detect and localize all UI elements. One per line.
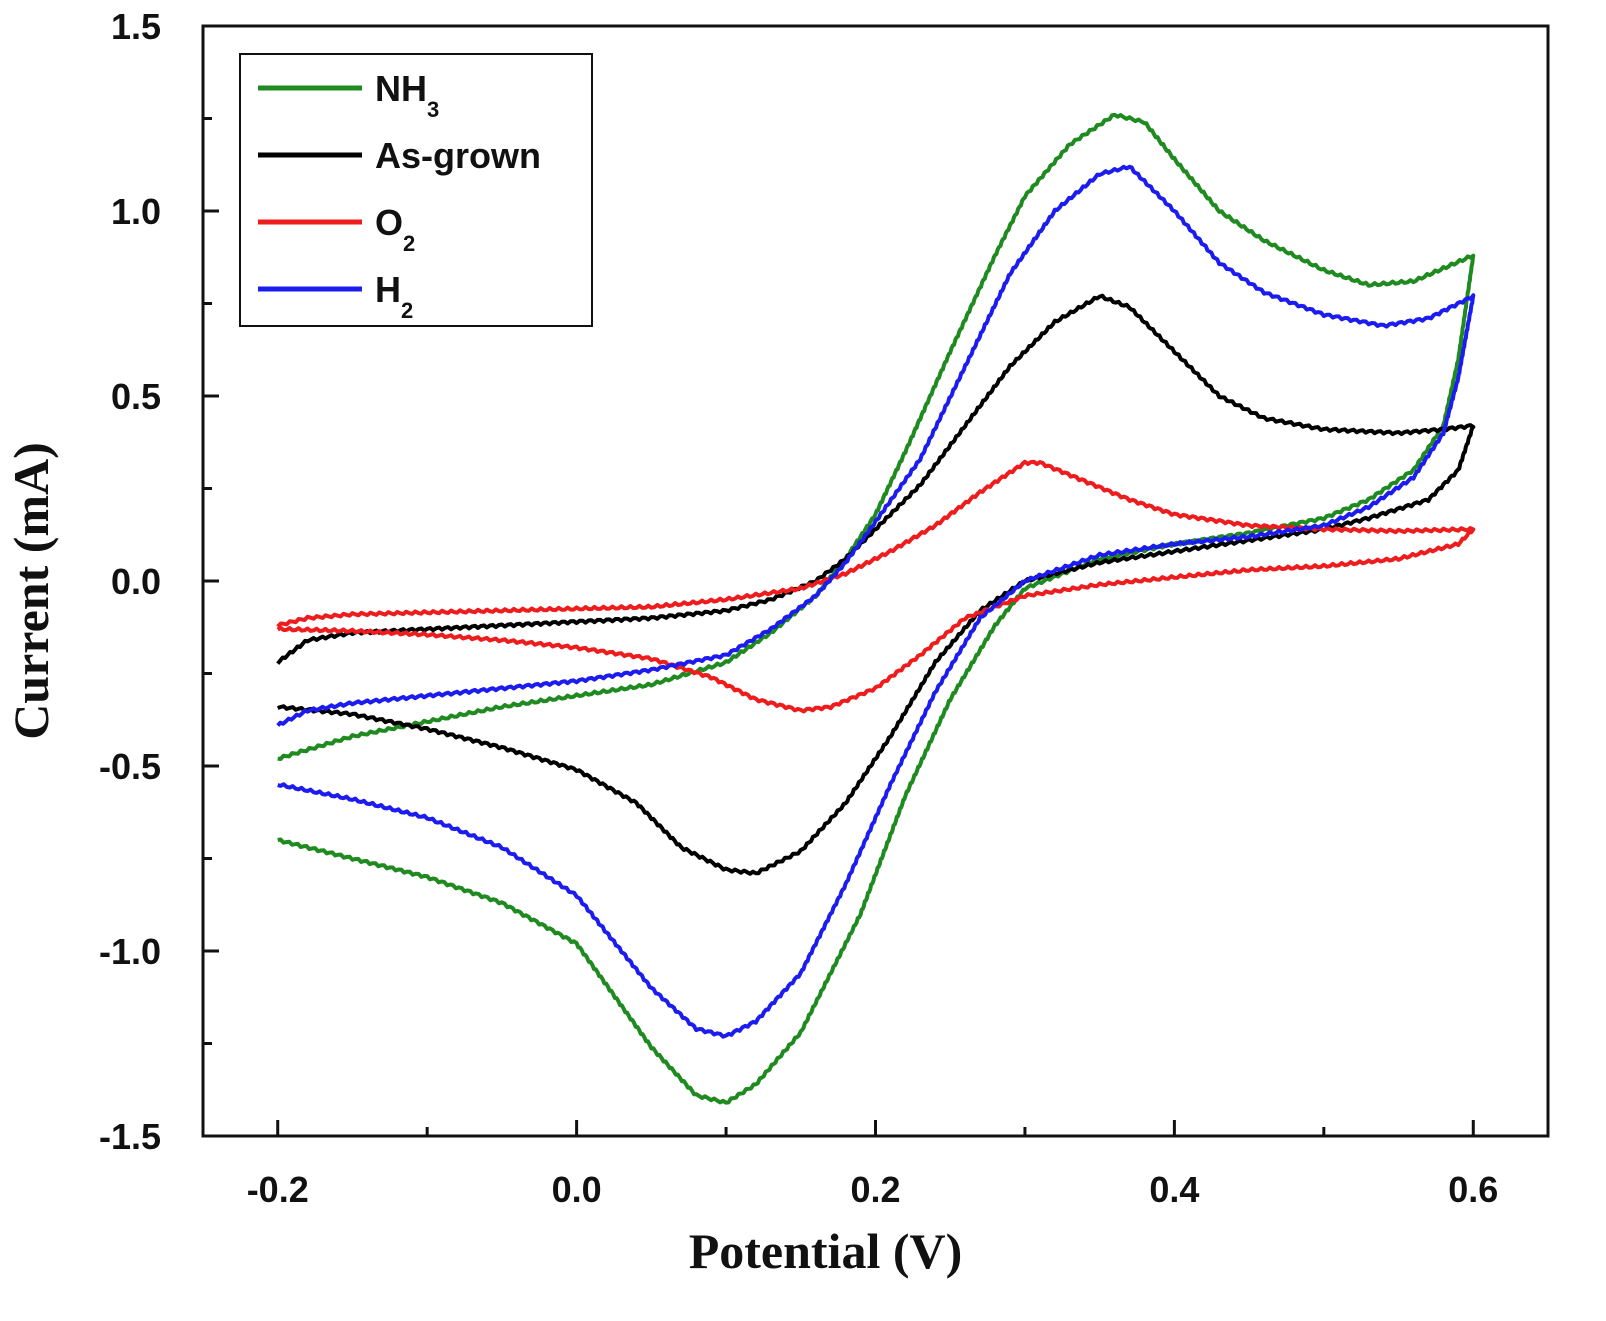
x-tick-label: 0.0: [552, 1169, 602, 1210]
y-tick-label: -1.0: [99, 931, 161, 972]
y-tick-label: 0.0: [111, 561, 161, 602]
series-line-o2: [276, 459, 1476, 714]
series-line-as-grown: [276, 293, 1476, 876]
series-line-h2: [276, 164, 1476, 1039]
y-tick-label: -1.5: [99, 1116, 161, 1157]
legend-label-main: O: [375, 202, 403, 243]
y-tick-label: -0.5: [99, 746, 161, 787]
y-tick-label: 1.0: [111, 191, 161, 232]
y-tick-label: 0.5: [111, 376, 161, 417]
legend-label: As-grown: [375, 135, 541, 176]
curves-layer: [276, 112, 1476, 1105]
x-axis-title: Potential (V): [689, 1223, 963, 1279]
legend-label: O2: [375, 202, 415, 256]
legend-label: NH3: [375, 68, 439, 122]
legend-label-subscript: 2: [401, 298, 413, 323]
x-tick-label: 0.2: [850, 1169, 900, 1210]
legend-label: H2: [375, 269, 413, 323]
x-tick-label: 0.4: [1149, 1169, 1199, 1210]
y-axis-title: Current (mA): [3, 442, 59, 740]
legend-label-main: NH: [375, 68, 427, 109]
y-tick-label: 1.5: [111, 6, 161, 47]
legend-label-main: H: [375, 269, 401, 310]
x-tick-label: 0.6: [1448, 1169, 1498, 1210]
legend-label-subscript: 3: [427, 97, 439, 122]
legend-label-subscript: 2: [403, 231, 415, 256]
x-tick-label: -0.2: [247, 1169, 309, 1210]
ticks-layer: -0.2 0.0 0.2 0.4 0.6 -1.5 -1.0 -0.5 0.0 0.5 1.0 1.5: [99, 6, 1498, 1210]
legend-box: [239, 53, 593, 327]
